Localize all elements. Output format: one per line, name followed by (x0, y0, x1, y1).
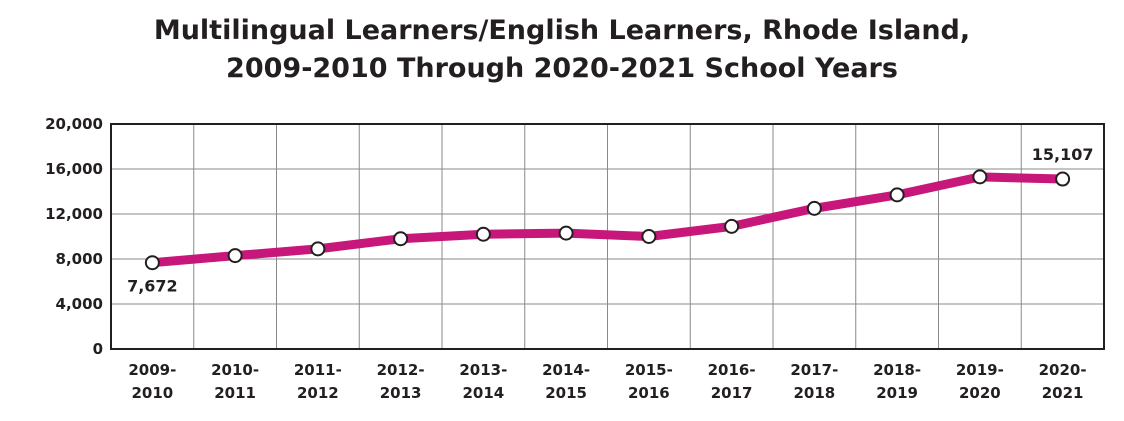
x-tick-label: 2013 (380, 384, 422, 402)
data-point (393, 231, 409, 247)
x-tick-label: 2019 (876, 384, 918, 402)
x-tick-label: 2015- (625, 361, 673, 379)
chart-title: Multilingual Learners/English Learners, … (0, 12, 1124, 88)
x-tick-label: 2010 (132, 384, 174, 402)
x-tick-label: 2018- (873, 361, 921, 379)
y-tick-label: 16,000 (45, 160, 103, 178)
x-tick-label: 2016- (708, 361, 756, 379)
y-tick-label: 20,000 (45, 115, 103, 133)
data-point (144, 255, 160, 271)
data-point (972, 169, 988, 185)
x-tick-label: 2014- (542, 361, 590, 379)
y-tick-label: 4,000 (56, 295, 103, 313)
x-tick-label: 2019- (956, 361, 1004, 379)
x-tick-label: 2017 (711, 384, 753, 402)
x-tick-label: 2018 (794, 384, 836, 402)
data-point (806, 200, 822, 216)
x-tick-label: 2014 (463, 384, 505, 402)
data-point (724, 218, 740, 234)
x-tick-label: 2016 (628, 384, 670, 402)
chart-title-line-2: 2009-2010 Through 2020-2021 School Years (226, 53, 898, 84)
data-point (227, 248, 243, 264)
data-label: 15,107 (1032, 145, 1094, 164)
x-tick-label: 2011 (214, 384, 256, 402)
y-tick-label: 12,000 (45, 205, 103, 223)
x-tick-label: 2020 (959, 384, 1001, 402)
data-point (641, 229, 657, 244)
x-tick-label: 2009- (128, 361, 176, 379)
x-tick-label: 2017- (790, 361, 838, 379)
x-tick-label: 2012 (297, 384, 339, 402)
y-tick-label: 8,000 (56, 250, 103, 268)
data-point (558, 225, 574, 241)
data-point (310, 241, 326, 257)
x-tick-label: 2011- (294, 361, 342, 379)
series-line (147, 172, 1068, 268)
y-tick-label: 0 (93, 340, 103, 358)
data-point (475, 226, 491, 242)
chart-title-line-1: Multilingual Learners/English Learners, … (153, 15, 971, 46)
x-tick-label: 2020- (1039, 361, 1087, 379)
x-tick-label: 2012- (377, 361, 425, 379)
x-tick-label: 2010- (211, 361, 259, 379)
x-tick-label: 2013- (459, 361, 507, 379)
data-point (889, 187, 905, 203)
plot-frame (110, 123, 1105, 350)
data-point (1055, 171, 1071, 187)
data-label: 7,672 (127, 277, 178, 296)
x-tick-label: 2021 (1042, 384, 1084, 402)
x-tick-label: 2015 (545, 384, 587, 402)
